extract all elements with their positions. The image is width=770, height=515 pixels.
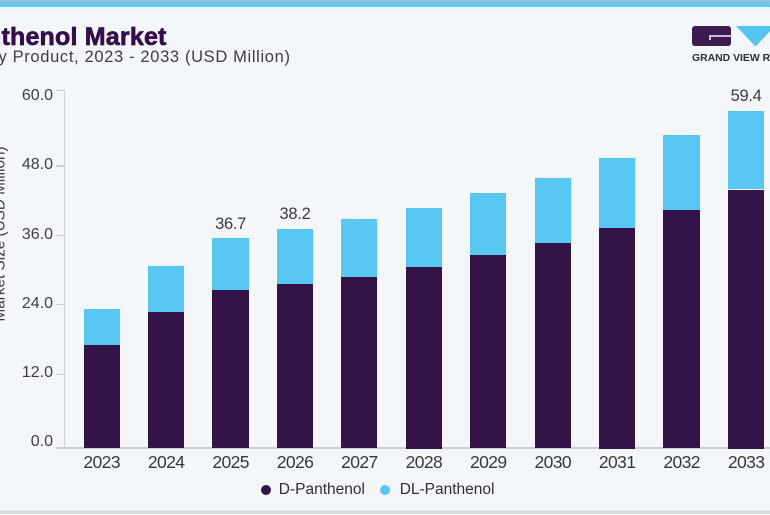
- svg-text:GRAND VIEW RESEARCH: GRAND VIEW RESEARCH: [692, 53, 770, 63]
